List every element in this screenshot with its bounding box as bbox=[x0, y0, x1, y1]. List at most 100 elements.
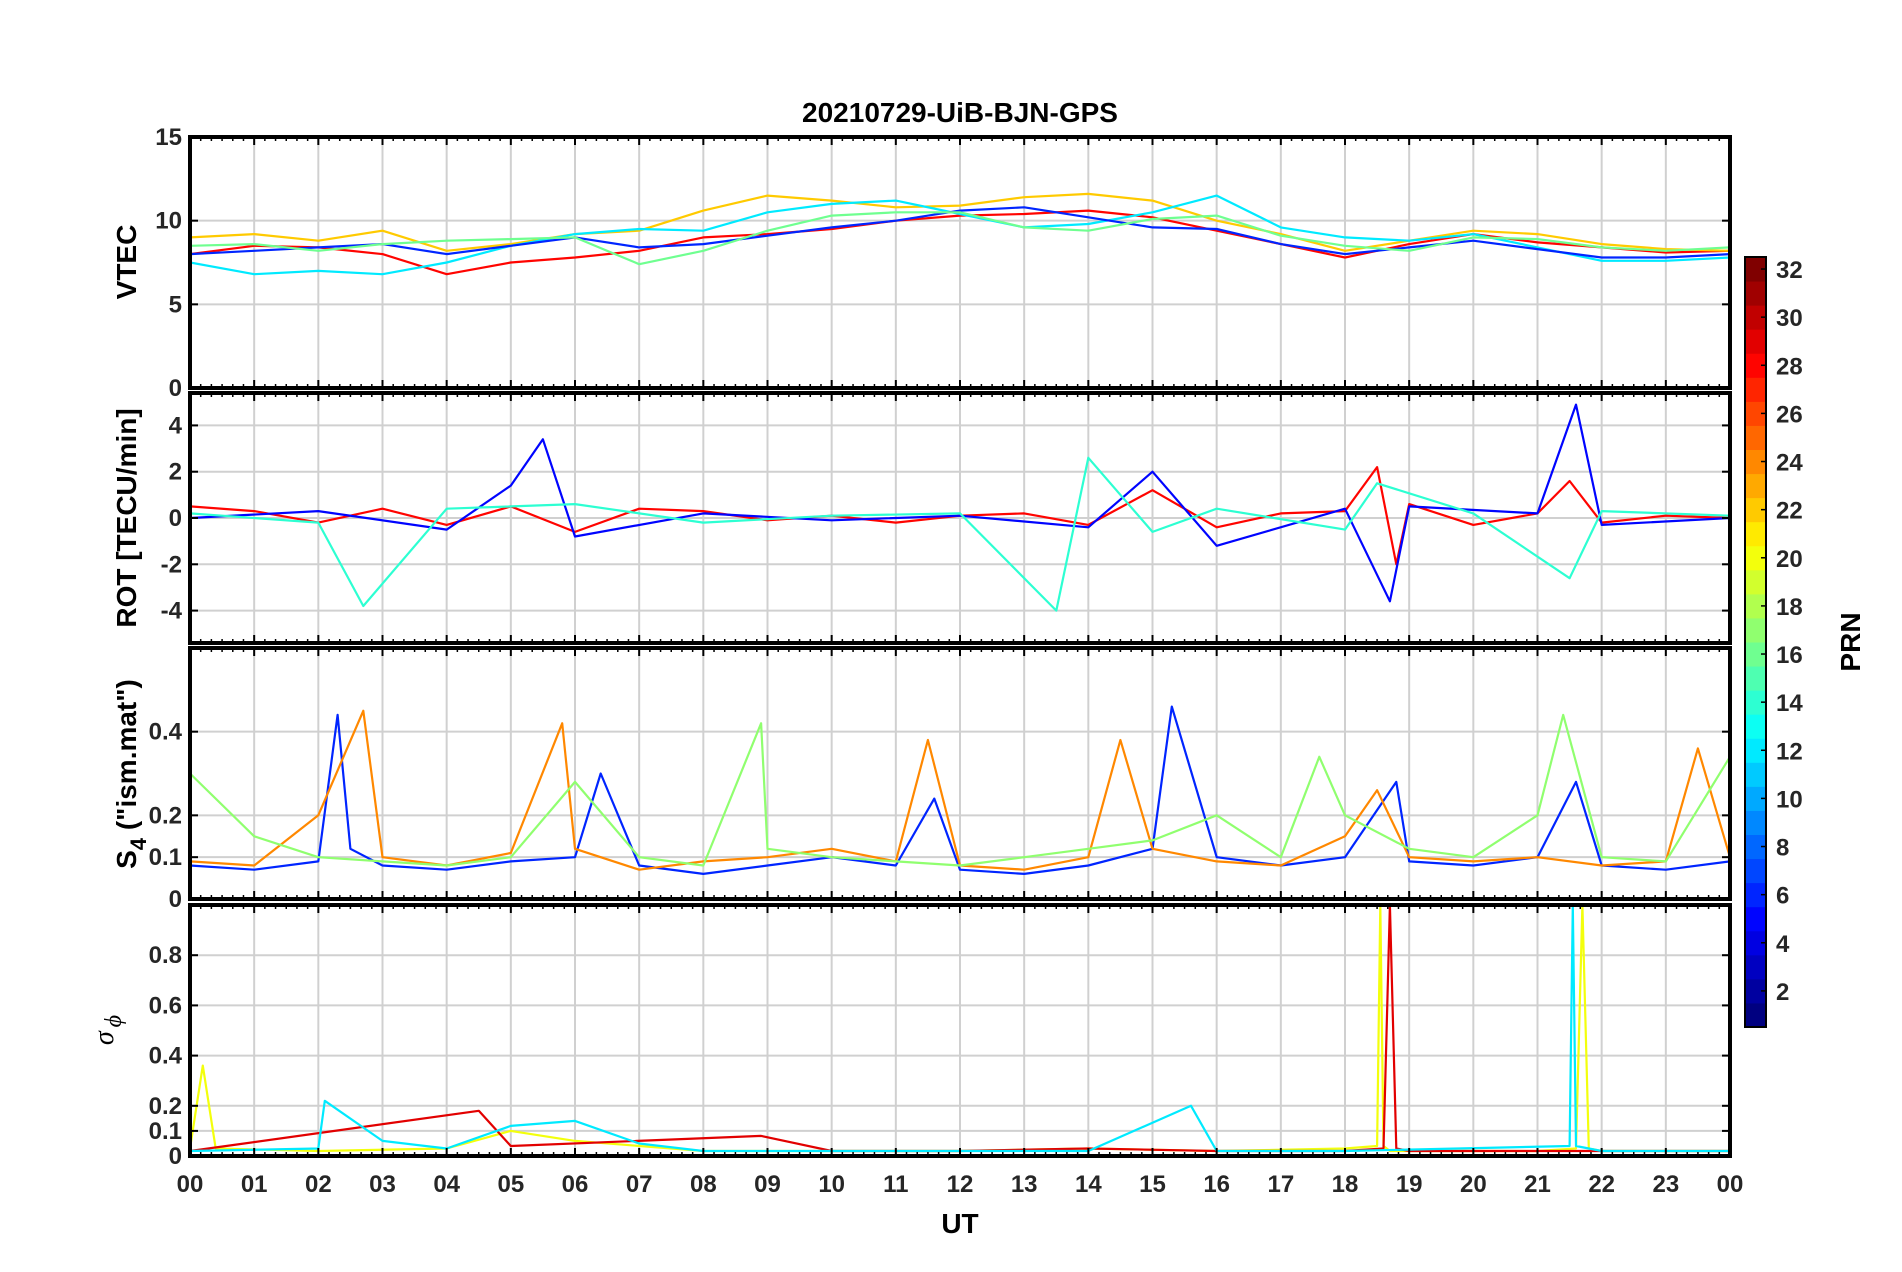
colorbar-tick-label: 30 bbox=[1776, 305, 1803, 332]
vtec-y-ticks: 0 5 10 15 bbox=[155, 124, 1731, 402]
colorbar-band bbox=[1745, 329, 1766, 354]
x-tick-label: 03 bbox=[369, 1171, 396, 1198]
s4-y-ticks: 0 0.1 0.2 0.4 bbox=[149, 648, 1731, 913]
y-tick-label: 0 bbox=[169, 886, 182, 913]
colorbar-band bbox=[1745, 882, 1766, 908]
y-tick-label: 0.4 bbox=[149, 1043, 183, 1070]
colorbar-band bbox=[1745, 473, 1766, 499]
x-axis-label: UT bbox=[941, 1208, 978, 1239]
x-tick-label: 16 bbox=[1203, 1171, 1230, 1198]
colorbar-label: PRN bbox=[1835, 612, 1866, 671]
s4-ylabel-main: S bbox=[111, 850, 142, 869]
colorbar-tick-label: 10 bbox=[1776, 786, 1803, 813]
x-tick-label: 05 bbox=[497, 1171, 524, 1198]
x-tick-label: 18 bbox=[1332, 1171, 1359, 1198]
colorbar-tick-label: 24 bbox=[1776, 450, 1803, 477]
colorbar-band bbox=[1745, 738, 1766, 763]
series-line-prn-22 bbox=[190, 192, 1730, 252]
y-tick-label: 10 bbox=[155, 208, 182, 235]
x-tick-label: 14 bbox=[1075, 1171, 1102, 1198]
x-tick-label: 17 bbox=[1267, 1171, 1294, 1198]
y-tick-label: 15 bbox=[155, 124, 182, 151]
colorbar-band bbox=[1745, 666, 1766, 691]
y-tick-label: 0.4 bbox=[149, 719, 183, 746]
x-tick-label: 23 bbox=[1652, 1171, 1679, 1198]
x-tick-label: 02 bbox=[305, 1171, 332, 1198]
x-tick-label: 09 bbox=[754, 1171, 781, 1198]
y-tick-label: -2 bbox=[161, 551, 182, 578]
sigma-ylabel-sub: ϕ bbox=[101, 1015, 127, 1027]
colorbar-tick-label: 26 bbox=[1776, 401, 1803, 428]
colorbar-band bbox=[1745, 377, 1766, 402]
x-tick-label: 13 bbox=[1011, 1171, 1038, 1198]
colorbar-band bbox=[1745, 786, 1766, 811]
colorbar-band bbox=[1745, 449, 1766, 475]
colorbar-tick-label: 28 bbox=[1776, 353, 1803, 380]
colorbar-tick-label: 14 bbox=[1776, 690, 1803, 717]
series-line-prn-6 bbox=[190, 705, 1730, 876]
x-tick-label: 10 bbox=[818, 1171, 845, 1198]
colorbar-tick-label: 20 bbox=[1776, 546, 1803, 573]
series-line-prn-14 bbox=[190, 456, 1730, 612]
x-tick-label: 19 bbox=[1396, 1171, 1423, 1198]
x-tick-label: 00 bbox=[1717, 1171, 1744, 1198]
colorbar-band bbox=[1745, 521, 1766, 547]
s4-ylabel: S4 ("ism.mat") bbox=[111, 679, 151, 869]
y-tick-label: 4 bbox=[169, 412, 183, 439]
y-tick-label: 0.6 bbox=[149, 992, 182, 1019]
colorbar-tick-label: 12 bbox=[1776, 738, 1803, 765]
colorbar-bands bbox=[1745, 257, 1766, 1028]
rot-ylabel: ROT [TECU/min] bbox=[111, 408, 142, 627]
y-tick-label: 0 bbox=[169, 375, 182, 402]
colorbar-band bbox=[1745, 810, 1766, 835]
colorbar-band bbox=[1745, 353, 1766, 378]
x-tick-label: 21 bbox=[1524, 1171, 1551, 1198]
y-tick-label: 2 bbox=[169, 459, 182, 486]
colorbar-box bbox=[1744, 256, 1767, 1028]
x-tick-label: 22 bbox=[1588, 1171, 1615, 1198]
colorbar-tick-label: 2 bbox=[1776, 979, 1789, 1006]
colorbar-band bbox=[1745, 978, 1766, 1004]
x-tick-label: 04 bbox=[433, 1171, 460, 1198]
x-tick-label: 12 bbox=[947, 1171, 974, 1198]
s4-ylabel-suffix: ("ism.mat") bbox=[111, 679, 142, 838]
colorbar-band bbox=[1745, 497, 1766, 523]
y-tick-label: 0 bbox=[169, 505, 182, 532]
colorbar-band bbox=[1745, 545, 1766, 571]
panel-rot: -4 -2 0 2 4 ROT [TECU/min] bbox=[111, 391, 1732, 645]
colorbar-band bbox=[1745, 906, 1766, 932]
colorbar-band bbox=[1745, 858, 1766, 884]
x-tick-label: 07 bbox=[626, 1171, 653, 1198]
colorbar-tick-label: 18 bbox=[1776, 594, 1803, 621]
colorbar-band bbox=[1745, 305, 1766, 330]
y-tick-label: 0.2 bbox=[149, 802, 182, 829]
colorbar-band bbox=[1745, 281, 1766, 306]
panel-sigma-phi: 00.10.2 0.4 0.6 0.8 σϕ bbox=[89, 903, 1732, 1170]
rot-grid bbox=[189, 393, 1731, 643]
colorbar-band bbox=[1745, 593, 1766, 619]
y-tick-label: -4 bbox=[161, 598, 183, 625]
series-line-prn-5 bbox=[190, 403, 1730, 603]
colorbar-band bbox=[1745, 714, 1766, 739]
y-tick-label: 0.1 bbox=[149, 1118, 182, 1145]
colorbar-tick-label: 22 bbox=[1776, 498, 1803, 525]
colorbar-tick-label: 32 bbox=[1776, 257, 1803, 284]
vtec-ylabel: VTEC bbox=[111, 225, 142, 300]
colorbar-band bbox=[1745, 401, 1766, 426]
colorbar-band bbox=[1745, 425, 1766, 450]
chart-title: 20210729-UiB-BJN-GPS bbox=[802, 97, 1118, 128]
y-tick-label: 0.8 bbox=[149, 942, 182, 969]
sigma-ylabel-main: σ bbox=[89, 1030, 120, 1045]
colorbar-tick-label: 16 bbox=[1776, 642, 1803, 669]
vtec-grid bbox=[189, 136, 1731, 389]
y-tick-label: 0.2 bbox=[149, 1093, 182, 1120]
series-line-prn-12 bbox=[190, 194, 1730, 276]
colorbar-band bbox=[1745, 690, 1766, 715]
x-tick-label: 20 bbox=[1460, 1171, 1487, 1198]
colorbar-band bbox=[1745, 930, 1766, 956]
sigma-ylabel: σϕ bbox=[89, 1015, 127, 1045]
series-line-prn-17 bbox=[190, 713, 1730, 867]
